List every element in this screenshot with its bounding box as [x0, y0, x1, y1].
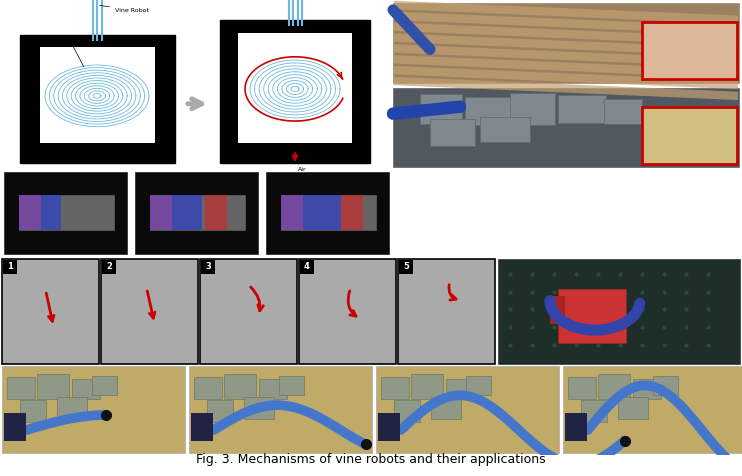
Bar: [281, 195, 303, 230]
Bar: [598, 374, 630, 399]
Bar: [299, 259, 396, 364]
Bar: [604, 99, 642, 124]
Bar: [20, 400, 46, 422]
Text: Spool of tubing: Spool of tubing: [45, 36, 93, 67]
Bar: [398, 259, 495, 364]
Bar: [207, 400, 233, 422]
Bar: [189, 366, 372, 453]
Bar: [568, 377, 596, 399]
Bar: [446, 379, 474, 399]
Bar: [266, 172, 389, 254]
Text: 2: 2: [106, 262, 112, 271]
Text: 5: 5: [403, 262, 409, 271]
Text: Vine Robot: Vine Robot: [99, 5, 149, 13]
Bar: [565, 413, 587, 441]
Bar: [135, 172, 258, 254]
Bar: [194, 377, 222, 399]
Bar: [41, 195, 61, 230]
Bar: [220, 20, 370, 163]
Bar: [399, 260, 413, 274]
Bar: [205, 195, 227, 230]
Bar: [172, 195, 202, 230]
Bar: [300, 260, 314, 274]
Bar: [20, 35, 175, 163]
Bar: [466, 376, 491, 395]
Bar: [101, 259, 198, 364]
Bar: [72, 379, 100, 399]
Bar: [201, 260, 215, 274]
Text: 3: 3: [205, 262, 211, 271]
Bar: [220, 146, 370, 163]
Text: 4: 4: [304, 262, 310, 271]
Bar: [465, 97, 515, 125]
Bar: [259, 379, 287, 399]
Bar: [3, 260, 17, 274]
Bar: [392, 2, 740, 84]
Bar: [234, 33, 356, 143]
Text: 'Base': 'Base': [42, 146, 61, 151]
Bar: [392, 87, 740, 168]
Bar: [150, 195, 245, 230]
Bar: [2, 259, 99, 364]
Bar: [618, 397, 648, 419]
Bar: [57, 397, 87, 419]
Text: 1: 1: [7, 262, 13, 271]
Bar: [220, 20, 238, 163]
Bar: [92, 376, 117, 395]
Bar: [642, 107, 737, 164]
Bar: [4, 413, 26, 441]
Bar: [7, 377, 35, 399]
Bar: [394, 400, 420, 422]
Bar: [20, 143, 175, 163]
Bar: [558, 95, 606, 122]
Bar: [563, 366, 742, 453]
Bar: [19, 195, 41, 230]
Bar: [4, 172, 127, 254]
Bar: [155, 35, 175, 163]
Bar: [37, 374, 69, 399]
Bar: [0, 0, 390, 170]
Bar: [341, 195, 363, 230]
Bar: [150, 195, 172, 230]
Bar: [550, 297, 565, 324]
Bar: [581, 400, 607, 422]
Bar: [2, 366, 185, 453]
Bar: [279, 376, 304, 395]
Bar: [376, 366, 559, 453]
Bar: [352, 20, 370, 163]
Bar: [20, 35, 40, 163]
Bar: [498, 259, 740, 364]
Bar: [281, 195, 376, 230]
Bar: [200, 259, 297, 364]
Bar: [224, 374, 256, 399]
Bar: [411, 374, 443, 399]
Bar: [303, 195, 341, 230]
Bar: [244, 397, 274, 419]
Bar: [653, 376, 678, 395]
Bar: [431, 397, 461, 419]
Bar: [480, 117, 530, 142]
Bar: [633, 379, 661, 399]
Bar: [191, 413, 213, 441]
Bar: [35, 48, 160, 146]
Bar: [510, 93, 555, 125]
Bar: [430, 119, 475, 146]
Bar: [642, 22, 737, 79]
Text: Fig. 3. Mechanisms of vine robots and their applications: Fig. 3. Mechanisms of vine robots and th…: [196, 454, 546, 466]
Bar: [378, 413, 400, 441]
Bar: [102, 260, 116, 274]
Bar: [19, 195, 114, 230]
Text: Air: Air: [298, 167, 306, 172]
Bar: [420, 94, 462, 124]
Bar: [558, 288, 626, 343]
Bar: [381, 377, 409, 399]
